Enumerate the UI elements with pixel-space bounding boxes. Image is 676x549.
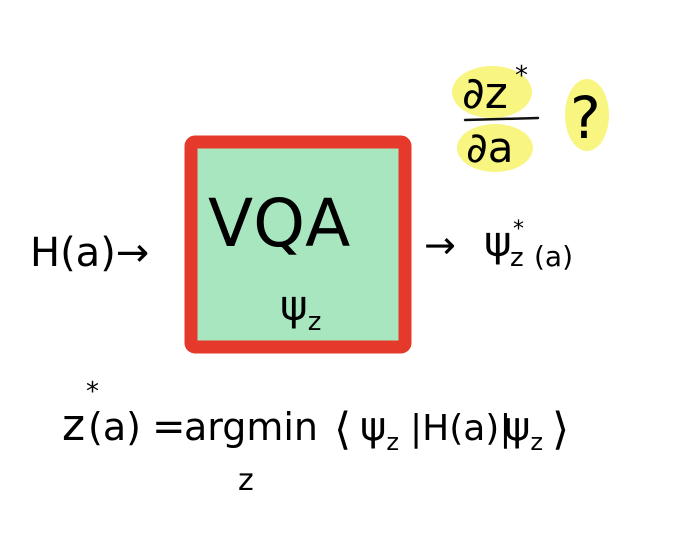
question-denominator: ∂a: [466, 123, 513, 172]
vqa-box: [184, 135, 412, 354]
output-state-sub: z: [510, 243, 524, 273]
equation-argmin: argmin: [184, 405, 318, 449]
equation-middle: |H(a)|: [410, 408, 511, 449]
equation-psi-1: ψz: [360, 404, 399, 456]
equation-bra-close: ⟩: [552, 404, 569, 455]
equation-lhs: z: [62, 400, 85, 451]
equation-lhs-arg: (a): [88, 405, 141, 449]
fraction-bar: [463, 116, 540, 122]
equation-psi-2: ψz: [504, 404, 543, 456]
output-state: ψ: [484, 217, 512, 266]
output-state-sup: *: [513, 217, 524, 242]
output-state-arg: (a): [534, 240, 573, 273]
vqa-title: VQA: [208, 185, 350, 262]
question-highlight: [452, 66, 609, 172]
question-numerator: ∂z: [462, 68, 508, 119]
output-arrow: →: [424, 223, 456, 267]
question-mark: ?: [570, 84, 601, 152]
input-hamiltonian: H(a)→: [30, 230, 149, 276]
question-numerator-sup: *: [515, 61, 528, 91]
equation-equals: =: [152, 404, 186, 450]
box-state: ψz: [280, 281, 321, 337]
equation-lhs-sup: *: [86, 377, 99, 407]
equation-bra-open: ⟨: [334, 404, 351, 455]
equation-argmin-sub: z: [238, 463, 254, 498]
